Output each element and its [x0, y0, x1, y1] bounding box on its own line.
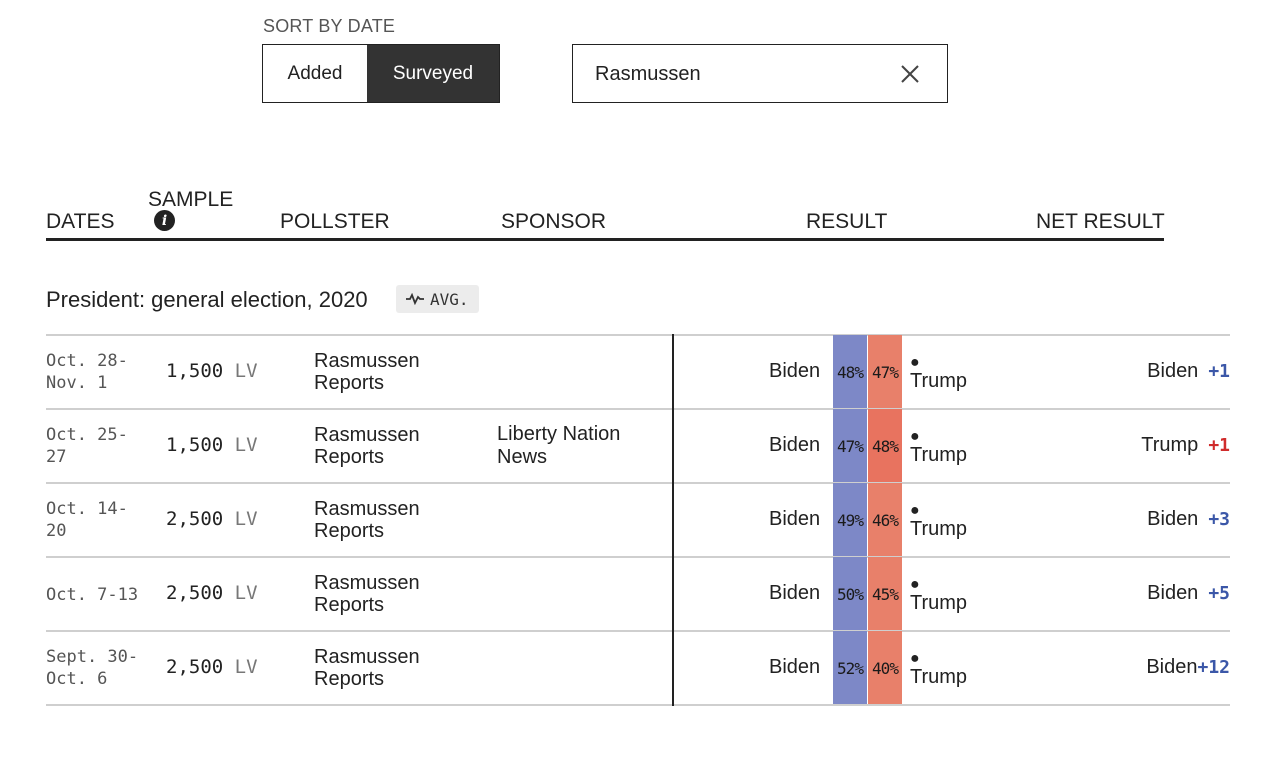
pollster-name[interactable]: Rasmussen Reports [314, 572, 420, 616]
poll-dates: Oct. 25- 27 [46, 425, 128, 467]
pollster-search-box [572, 44, 948, 103]
column-header-result[interactable]: RESULT [806, 210, 888, 233]
sponsor-name: Liberty Nation News [497, 423, 621, 468]
candidate-biden-label: Biden [769, 656, 821, 678]
column-header-sample[interactable]: SAMPLE [148, 188, 234, 211]
sort-added-button[interactable]: Added [287, 62, 343, 84]
net-result: Trump +1 [1141, 434, 1230, 456]
column-header-dates[interactable]: DATES [46, 210, 115, 233]
row-divider [46, 630, 1230, 632]
row-divider [46, 334, 1230, 336]
candidate-trump-label: ● Trump [910, 650, 968, 689]
biden-result-bar: 48% [833, 335, 867, 409]
net-result: Biden +1 [1147, 360, 1230, 382]
sample-size: 1,500 LV [166, 434, 258, 456]
sample-size: 2,500 LV [166, 508, 258, 530]
poll-dates: Oct. 7-13 [46, 585, 139, 605]
column-header-pollster[interactable]: POLLSTER [280, 210, 390, 233]
net-result: Biden +3 [1147, 508, 1230, 530]
sort-by-date-label: SORT BY DATE [263, 16, 396, 36]
candidate-biden-label: Biden [769, 434, 821, 456]
trump-result-bar: 48% [868, 409, 902, 483]
row-divider [46, 704, 1230, 706]
poll-dates: Sept. 30- Oct. 6 [46, 647, 139, 689]
header-divider [46, 238, 1164, 241]
result-column-divider [672, 334, 674, 706]
pulse-icon [406, 293, 424, 305]
net-result: Biden +5 [1147, 582, 1230, 604]
biden-result-bar: 47% [833, 409, 867, 483]
pollster-name[interactable]: Rasmussen Reports [314, 424, 420, 468]
poll-dates: Oct. 28- Nov. 1 [46, 351, 128, 393]
row-divider [46, 556, 1230, 558]
row-divider [46, 408, 1230, 410]
candidate-biden-label: Biden [769, 360, 821, 382]
pollster-search-input[interactable] [595, 59, 885, 89]
candidate-biden-label: Biden [769, 582, 821, 604]
candidate-trump-label: ● Trump [910, 502, 968, 541]
polling-average-button[interactable]: AVG. [396, 285, 479, 313]
candidate-trump-label: ● Trump [910, 354, 968, 393]
pollster-name[interactable]: Rasmussen Reports [314, 350, 420, 394]
pollster-name[interactable]: Rasmussen Reports [314, 646, 420, 690]
candidate-trump-label: ● Trump [910, 428, 968, 467]
sample-size: 2,500 LV [166, 656, 258, 678]
candidate-trump-label: ● Trump [910, 576, 968, 615]
sort-segmented-control: Added Surveyed [262, 44, 500, 103]
column-header-sponsor[interactable]: SPONSOR [501, 210, 607, 233]
race-title: President: general election, 2020 [46, 287, 368, 312]
biden-result-bar: 52% [833, 631, 867, 705]
trump-result-bar: 40% [868, 631, 902, 705]
poll-dates: Oct. 14- 20 [46, 499, 128, 541]
biden-result-bar: 49% [833, 483, 867, 557]
avg-label: AVG. [430, 289, 469, 309]
sample-size: 1,500 LV [166, 360, 258, 382]
row-divider [46, 482, 1230, 484]
sample-size: 2,500 LV [166, 582, 258, 604]
sort-surveyed-button[interactable]: Surveyed [367, 45, 499, 102]
candidate-biden-label: Biden [769, 508, 821, 530]
info-icon[interactable]: i [154, 210, 175, 231]
trump-result-bar: 45% [868, 557, 902, 631]
column-header-net-result[interactable]: NET RESULT [1036, 210, 1165, 233]
net-result: Biden+12 [1146, 656, 1230, 678]
close-icon[interactable] [899, 63, 921, 85]
trump-result-bar: 46% [868, 483, 902, 557]
trump-result-bar: 47% [868, 335, 902, 409]
biden-result-bar: 50% [833, 557, 867, 631]
pollster-name[interactable]: Rasmussen Reports [314, 498, 420, 542]
